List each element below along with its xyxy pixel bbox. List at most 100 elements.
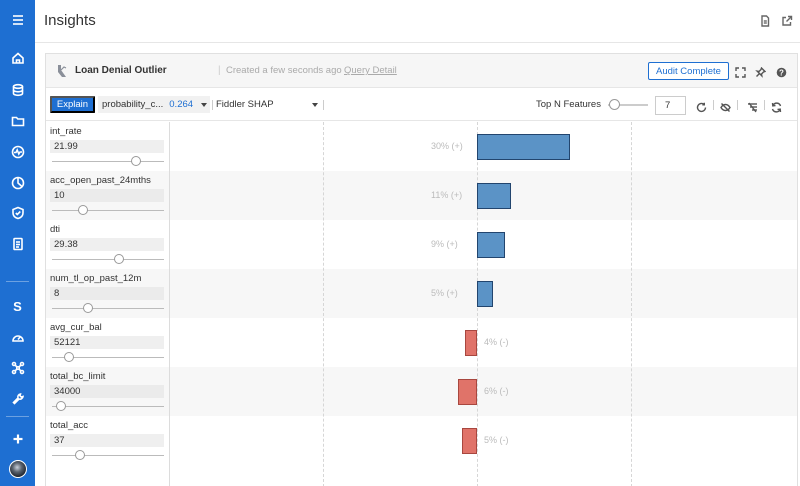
gauge-icon[interactable] <box>0 326 35 350</box>
feature-panel: num_tl_op_past_12m 8 <box>46 269 170 318</box>
home-icon[interactable] <box>0 46 35 70</box>
feature-slider-handle[interactable] <box>82 303 93 313</box>
feature-name: dti <box>50 224 61 235</box>
explain-toolbar: Explain probability_c... 0.264 Fiddler S… <box>46 89 797 121</box>
feature-value-input[interactable]: 29.38 <box>50 238 164 251</box>
toolbar-separator <box>764 100 765 110</box>
shap-bar <box>458 379 477 405</box>
explain-button[interactable]: Explain <box>50 96 95 113</box>
top-n-label: Top N Features <box>536 99 601 110</box>
feature-slider-handle[interactable] <box>131 156 141 166</box>
share-icon[interactable] <box>781 14 793 26</box>
output-name: probability_c... <box>102 99 164 110</box>
refresh-icon[interactable] <box>696 100 707 113</box>
feature-value-input[interactable]: 21.99 <box>50 140 164 153</box>
top-n-input[interactable]: 7 <box>655 96 686 115</box>
feature-row-total-acc: total_acc 37 <box>46 416 797 465</box>
feature-slider-handle[interactable] <box>75 450 85 460</box>
letter-s-icon[interactable]: S <box>0 294 35 318</box>
feature-slider-track[interactable] <box>52 357 164 358</box>
folder-icon[interactable] <box>0 109 35 133</box>
grid-line <box>631 122 632 486</box>
hide-icon[interactable] <box>720 100 731 112</box>
feature-row-dti: dti 29.38 <box>46 220 797 269</box>
feature-slider-handle[interactable] <box>114 254 125 264</box>
card-title: Loan Denial Outlier <box>75 65 167 76</box>
menu-icon[interactable] <box>0 8 35 32</box>
toolbar-separator <box>212 100 213 110</box>
feature-value-input[interactable]: 34000 <box>50 385 164 398</box>
feature-slider-track[interactable] <box>52 308 164 309</box>
feature-slider-track[interactable] <box>52 406 164 407</box>
feature-slider-handle[interactable] <box>63 352 74 362</box>
method-select[interactable]: Fiddler SHAP <box>216 99 274 110</box>
letter-s-label: S <box>13 298 22 314</box>
feature-value-input[interactable]: 8 <box>50 287 164 300</box>
shap-bar-label: 5% (+) <box>431 288 458 298</box>
shap-bar-label: 9% (+) <box>431 239 458 249</box>
feature-name: total_bc_limit <box>50 371 106 382</box>
shap-bar-label: 30% (+) <box>431 141 463 151</box>
feature-name: int_rate <box>50 126 82 137</box>
network-icon[interactable] <box>0 356 35 380</box>
pin-icon[interactable] <box>755 65 767 78</box>
audit-complete-button[interactable]: Audit Complete <box>648 62 729 80</box>
feature-row-avg-cur-bal: avg_cur_bal 52121 <box>46 318 797 367</box>
feature-slider-track[interactable] <box>52 161 164 162</box>
feature-rows: int_rate 21.99 acc_open_past_24mths 10 d… <box>46 122 797 486</box>
feature-slider-track[interactable] <box>52 210 164 211</box>
chevron-down-icon <box>201 103 207 107</box>
feature-row-num-tl-op-past-12m: num_tl_op_past_12m 8 <box>46 269 797 318</box>
shap-bar-label: 6% (-) <box>484 386 509 396</box>
export-pdf-icon[interactable] <box>759 14 771 27</box>
avatar[interactable] <box>9 460 27 478</box>
toolbar-separator <box>323 100 324 110</box>
feature-value-input[interactable]: 10 <box>50 189 164 202</box>
header-separator: | <box>218 65 221 76</box>
feature-panel: dti 29.38 <box>46 220 170 269</box>
feature-panel: acc_open_past_24mths 10 <box>46 171 170 220</box>
fiddler-logo-icon <box>56 64 68 78</box>
pie-chart-icon[interactable] <box>0 171 35 195</box>
feature-value-input[interactable]: 37 <box>50 434 164 447</box>
fullscreen-icon[interactable] <box>735 65 746 78</box>
tool-icon[interactable] <box>0 387 35 411</box>
feature-value-input[interactable]: 52121 <box>50 336 164 349</box>
feature-row-acc-open-past-24mths: acc_open_past_24mths 10 <box>46 171 797 220</box>
output-value: 0.264 <box>169 99 194 110</box>
feature-panel-divider <box>169 122 170 486</box>
shap-bar-label: 11% (+) <box>431 190 463 200</box>
top-n-slider-track[interactable] <box>608 104 648 106</box>
header-divider <box>35 42 800 43</box>
shap-bar <box>477 134 570 160</box>
filter-icon[interactable] <box>747 100 758 113</box>
help-icon[interactable]: ? <box>776 65 787 78</box>
insight-card: Loan Denial Outlier | Created a few seco… <box>45 53 798 486</box>
sync-icon[interactable] <box>771 100 782 113</box>
shield-icon[interactable] <box>0 201 35 225</box>
feature-name: avg_cur_bal <box>50 322 102 333</box>
activity-icon[interactable] <box>0 140 35 164</box>
database-icon[interactable] <box>0 78 35 102</box>
toolbar-separator <box>713 100 714 110</box>
plus-icon[interactable] <box>0 427 35 451</box>
feature-slider-handle[interactable] <box>55 401 66 411</box>
toolbar-separator <box>737 100 738 110</box>
sidebar: S <box>0 0 35 486</box>
shap-bar <box>464 330 477 356</box>
grid-line <box>323 122 324 486</box>
method-chevron-down-icon <box>312 103 318 107</box>
feature-slider-handle[interactable] <box>78 205 89 215</box>
svg-text:?: ? <box>779 68 784 77</box>
page-title: Insights <box>44 12 96 29</box>
top-n-slider-handle[interactable] <box>609 99 620 110</box>
document-icon[interactable] <box>0 232 35 256</box>
feature-row-int-rate: int_rate 21.99 <box>46 122 797 171</box>
shap-bar <box>477 183 512 209</box>
output-select[interactable]: probability_c... 0.264 <box>98 96 210 113</box>
feature-slider-track[interactable] <box>52 455 164 456</box>
feature-slider-track[interactable] <box>52 259 164 260</box>
query-detail-link[interactable]: Query Detail <box>344 65 397 76</box>
feature-panel: int_rate 21.99 <box>46 122 170 171</box>
